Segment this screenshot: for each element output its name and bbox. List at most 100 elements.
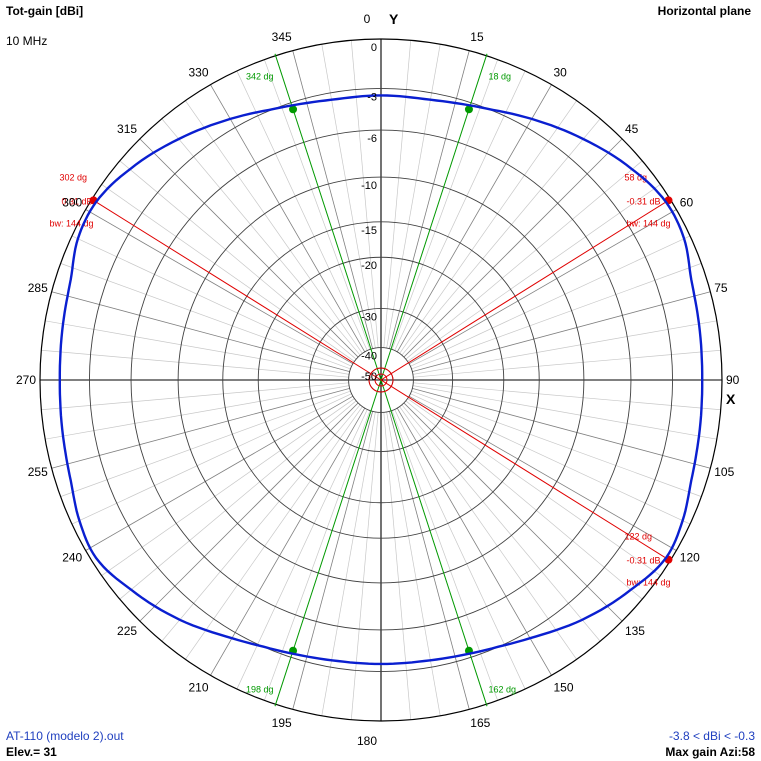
x-axis-label: X bbox=[726, 391, 736, 407]
angle-tick-label: 45 bbox=[625, 122, 639, 136]
minor-spoke bbox=[71, 393, 352, 525]
elevation-label: Elev.= 31 bbox=[6, 745, 57, 759]
minor-spoke bbox=[401, 404, 601, 642]
minor-spoke bbox=[45, 320, 350, 375]
angle-tick-label: 285 bbox=[28, 281, 48, 295]
minor-spoke bbox=[412, 385, 717, 440]
angle-tick-label: 195 bbox=[272, 716, 292, 730]
beamwidth-angle-label: 122 dg bbox=[624, 532, 652, 542]
minor-spoke bbox=[407, 398, 661, 576]
angle-tick-label: 345 bbox=[272, 30, 292, 44]
minor-spoke bbox=[321, 411, 376, 716]
minor-spoke bbox=[391, 410, 498, 701]
grid-ring bbox=[177, 176, 585, 584]
beamwidth-line bbox=[91, 198, 382, 381]
minor-spoke bbox=[394, 409, 526, 690]
beamwidth-gain-label: -0.31 dB bbox=[626, 556, 660, 566]
chart-title: Tot-gain [dBi] bbox=[6, 4, 84, 18]
major-spoke bbox=[396, 84, 552, 353]
angle-tick-label: 330 bbox=[188, 66, 208, 80]
minus3db-line bbox=[274, 379, 382, 707]
grid-ring bbox=[348, 347, 414, 413]
minor-spoke bbox=[413, 382, 721, 411]
radial-tick-label: -40 bbox=[361, 351, 377, 363]
minor-spoke bbox=[45, 385, 350, 440]
major-spoke bbox=[388, 411, 470, 710]
angle-tick-label: 180 bbox=[357, 734, 377, 748]
angle-tick-label: 75 bbox=[714, 281, 728, 295]
minus3db-label: 342 dg bbox=[246, 71, 274, 81]
major-spoke bbox=[403, 402, 623, 622]
minor-spoke bbox=[236, 409, 368, 690]
minor-spoke bbox=[119, 400, 357, 600]
major-spoke bbox=[210, 84, 366, 353]
radial-tick-label: -20 bbox=[361, 260, 377, 272]
angle-tick-label: 270 bbox=[16, 373, 36, 387]
minor-spoke bbox=[60, 390, 351, 497]
major-spoke bbox=[403, 138, 623, 358]
minor-spoke bbox=[386, 411, 441, 716]
major-spoke bbox=[412, 291, 711, 373]
grid-ring bbox=[257, 256, 505, 504]
minus3db-point bbox=[464, 105, 473, 114]
major-spoke bbox=[210, 407, 366, 676]
grid-ring bbox=[39, 38, 723, 722]
minor-spoke bbox=[411, 263, 702, 370]
minor-spoke bbox=[412, 320, 717, 375]
minor-spoke bbox=[161, 118, 361, 356]
polar-grid bbox=[39, 38, 723, 722]
major-spoke bbox=[408, 395, 677, 551]
minus3db-line bbox=[274, 53, 382, 381]
angle-tick-label: 15 bbox=[470, 30, 484, 44]
minor-spoke bbox=[185, 100, 363, 354]
angle-tick-label: 315 bbox=[117, 122, 137, 136]
minor-spoke bbox=[60, 263, 351, 370]
minor-spoke bbox=[71, 235, 352, 367]
major-spoke bbox=[85, 395, 354, 551]
angle-tick-label: 150 bbox=[554, 680, 574, 694]
radial-tick-label: -15 bbox=[361, 225, 377, 237]
minor-spoke bbox=[236, 70, 368, 351]
minor-spoke bbox=[350, 412, 379, 720]
major-spoke bbox=[412, 387, 711, 469]
radial-tick-label: -10 bbox=[361, 180, 377, 192]
major-spoke bbox=[51, 291, 350, 373]
beamwidth-angle-label: 58 dg bbox=[624, 172, 647, 182]
minor-spoke bbox=[405, 400, 643, 600]
grid-ring bbox=[308, 307, 454, 453]
beamwidth-bw-label: bw: 144 dg bbox=[626, 578, 670, 588]
minus3db-line bbox=[380, 379, 488, 707]
minor-spoke bbox=[321, 44, 376, 349]
radial-tick-label: -3 bbox=[367, 91, 377, 103]
minor-spoke bbox=[101, 184, 355, 362]
frequency-label: 10 MHz bbox=[6, 34, 48, 48]
angle-tick-label: 105 bbox=[714, 465, 734, 479]
minor-spoke bbox=[161, 404, 361, 642]
minor-spoke bbox=[101, 398, 355, 576]
minor-spoke bbox=[399, 100, 577, 354]
origin-ring bbox=[368, 367, 394, 393]
minor-spoke bbox=[401, 118, 601, 356]
minor-spoke bbox=[394, 70, 526, 351]
minor-spoke bbox=[41, 349, 349, 378]
radial-tick-label: 0 bbox=[371, 42, 377, 54]
angle-tick-label: 135 bbox=[625, 624, 645, 638]
beamwidth-gain-label: -0.31 dB bbox=[626, 196, 660, 206]
angle-tick-label: 165 bbox=[470, 716, 490, 730]
radial-tick-label: -50 bbox=[361, 371, 377, 383]
minor-spoke bbox=[264, 59, 371, 350]
angle-tick-label: 210 bbox=[188, 680, 208, 694]
minor-spoke bbox=[399, 406, 577, 660]
angle-tick-label: 0 bbox=[364, 12, 371, 26]
minor-spoke bbox=[350, 40, 379, 348]
major-spoke bbox=[85, 209, 354, 365]
minor-spoke bbox=[264, 410, 371, 701]
radial-tick-label: -6 bbox=[367, 133, 377, 145]
major-spoke bbox=[139, 402, 359, 622]
series-layer bbox=[58, 94, 704, 666]
minor-spoke bbox=[185, 406, 363, 660]
tick-labels: 0 -3 -6 -10 -15 -20 -30 -40 -50 0 15 30 45 60 75 90 105 1… bbox=[16, 11, 740, 748]
angle-tick-label: 30 bbox=[554, 66, 568, 80]
marker-lines: 342 dg 18 dg 198 dg 162 dg 302 dg 0.31 dB bw: … bbox=[50, 53, 673, 707]
